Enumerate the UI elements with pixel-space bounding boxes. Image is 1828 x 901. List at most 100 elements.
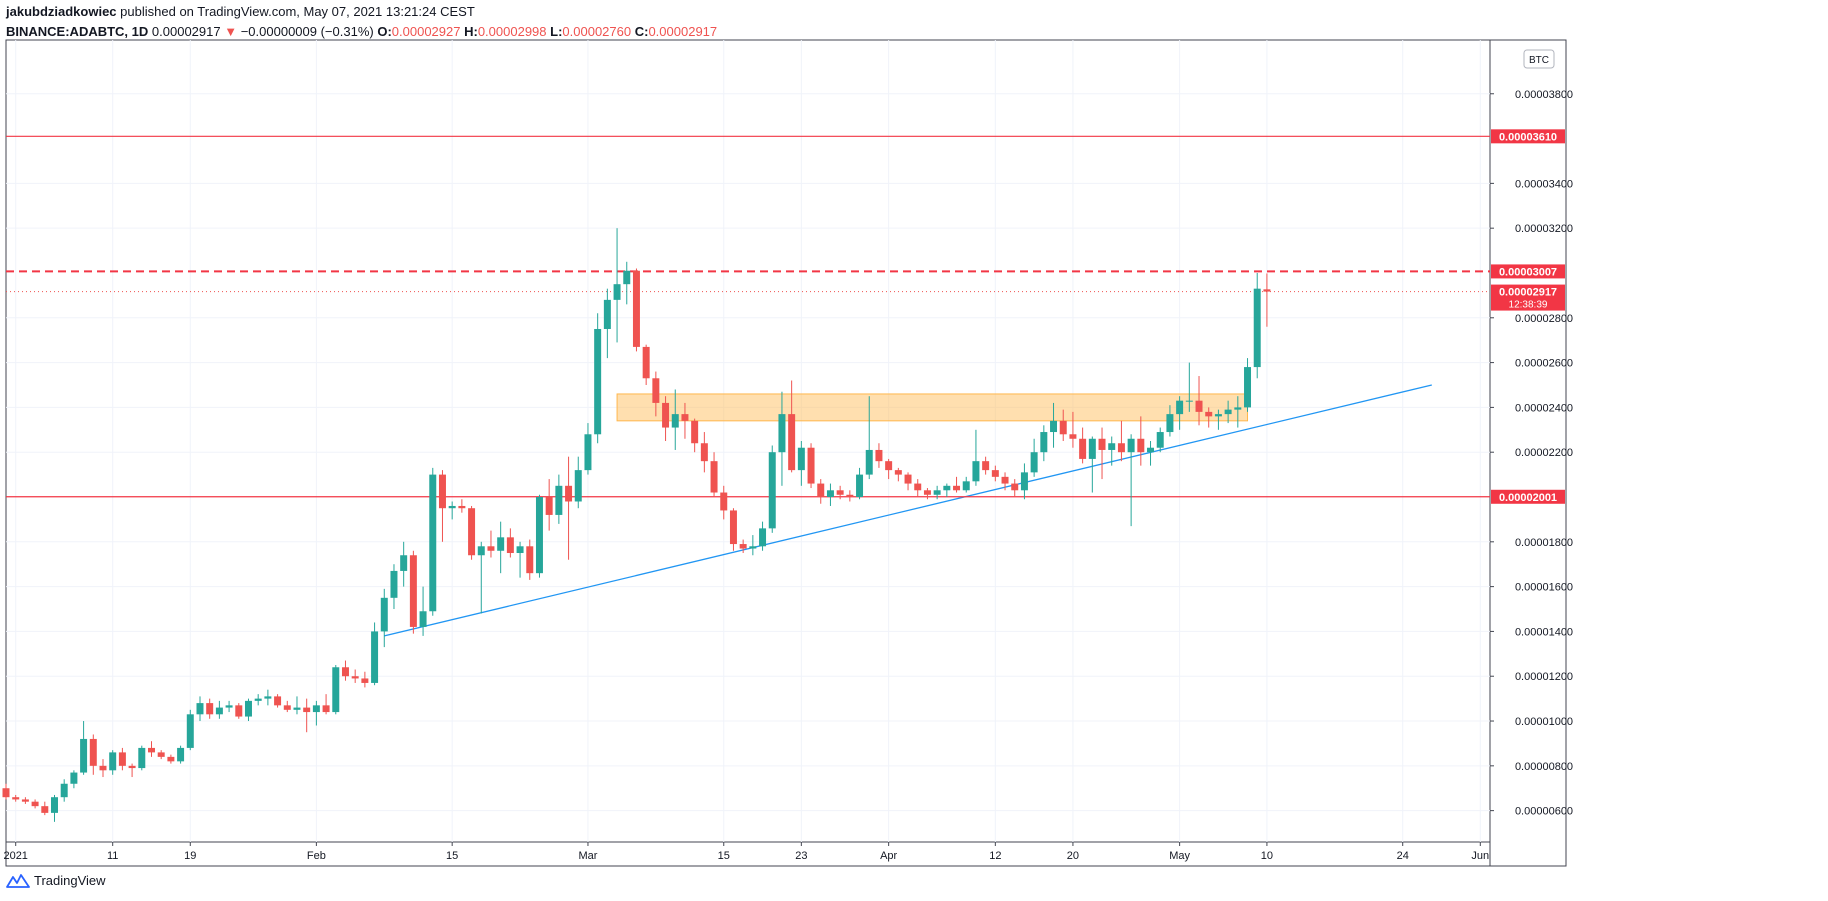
candle-body (1001, 476, 1009, 484)
candle-body (118, 752, 126, 766)
candle-body (594, 328, 602, 435)
candle (341, 660, 349, 681)
candle-body (710, 461, 718, 493)
candle-body (759, 528, 767, 547)
candle (118, 747, 126, 771)
candle-body (196, 703, 204, 715)
candle (807, 443, 815, 489)
candle-body (526, 546, 534, 574)
high-label: H: (464, 24, 478, 39)
candle (1098, 427, 1106, 480)
candle (138, 745, 146, 771)
candle (322, 694, 330, 715)
close-value: 0.00002917 (648, 24, 718, 39)
x-tick-label: Feb (307, 850, 326, 862)
candle-body (458, 505, 466, 509)
candle (555, 474, 563, 524)
candle (293, 696, 301, 715)
candle-body (768, 452, 776, 529)
candle (817, 479, 825, 504)
x-tick-label: 2021 (3, 850, 27, 862)
x-tick-label: 15 (446, 850, 458, 862)
candle-body (1059, 420, 1067, 435)
close-label: C: (634, 24, 649, 39)
published-text: published on TradingView.com, May 07, 20… (120, 4, 475, 19)
symbol-label[interactable]: BINANCE:ADABTC, 1D (6, 24, 149, 39)
candle (429, 467, 437, 616)
candle (51, 794, 58, 822)
candle-body (555, 485, 563, 515)
y-tick-label: 0.00002600 (1515, 358, 1573, 370)
candle-body (1156, 432, 1164, 448)
candle-body (371, 631, 379, 683)
candle (400, 541, 408, 587)
candle (574, 456, 582, 509)
price-level-badge-text: 0.00002001 (1499, 492, 1557, 504)
candle-body (739, 544, 747, 549)
candle (1205, 407, 1213, 428)
candle (535, 494, 543, 578)
candle-body (797, 447, 805, 471)
candle-body (1214, 414, 1222, 417)
y-tick-label: 0.00000800 (1515, 761, 1573, 773)
candle (254, 694, 262, 706)
symbol-line: BINANCE:ADABTC, 1D 0.00002917 ▼ −0.00000… (6, 24, 717, 40)
candle (458, 499, 466, 513)
candle-body (351, 676, 359, 679)
candle (128, 763, 136, 778)
candle-body (264, 696, 272, 699)
y-tick-label: 0.00003800 (1515, 89, 1573, 101)
candle-body (535, 497, 543, 574)
candle-body (904, 474, 912, 484)
x-tick-label: 24 (1397, 850, 1409, 862)
candle-body (516, 546, 524, 554)
candle (584, 423, 592, 475)
y-tick-label: 0.00001000 (1515, 716, 1573, 728)
x-tick-label: 15 (718, 850, 730, 862)
candle (438, 470, 446, 542)
candle (933, 485, 941, 500)
candle-body (147, 747, 155, 753)
candle-body (1098, 438, 1106, 450)
price-level-badge: 0.00002001 (1491, 489, 1565, 504)
candle (99, 759, 107, 778)
candle (497, 521, 505, 574)
x-tick-label: Apr (880, 850, 897, 862)
candle-body (652, 378, 660, 403)
candle (778, 391, 786, 486)
candle (1263, 273, 1271, 327)
candle-body (1040, 432, 1048, 453)
low-label: L: (550, 24, 563, 39)
candle (31, 799, 39, 809)
candle (720, 485, 728, 520)
candle (953, 476, 961, 493)
author-link[interactable]: jakubdziadkowiec (6, 4, 117, 19)
candle (177, 745, 185, 764)
candle-body (254, 698, 262, 701)
y-tick-label: 0.00001200 (1515, 671, 1573, 683)
candle-body (836, 490, 844, 495)
candle (691, 418, 699, 453)
candle-body (681, 414, 689, 421)
footer-branding[interactable]: TradingView (6, 873, 106, 888)
candle-body (497, 537, 505, 551)
candle-body (60, 783, 68, 798)
price-level-badge: 0.00003610 (1491, 129, 1565, 144)
candle-body (244, 700, 252, 717)
candle-body (817, 483, 825, 498)
low-value: 0.00002760 (562, 24, 632, 39)
candle (545, 479, 553, 531)
candle-body (438, 474, 446, 509)
candle (244, 698, 252, 722)
candle-body (51, 797, 58, 813)
candle-body (953, 485, 961, 491)
candle-body (380, 597, 388, 632)
candle (1176, 396, 1184, 430)
candle-body (70, 772, 78, 784)
candle (225, 700, 233, 713)
candle (21, 797, 29, 804)
candle-body (293, 707, 301, 710)
candle-body (1253, 288, 1261, 368)
